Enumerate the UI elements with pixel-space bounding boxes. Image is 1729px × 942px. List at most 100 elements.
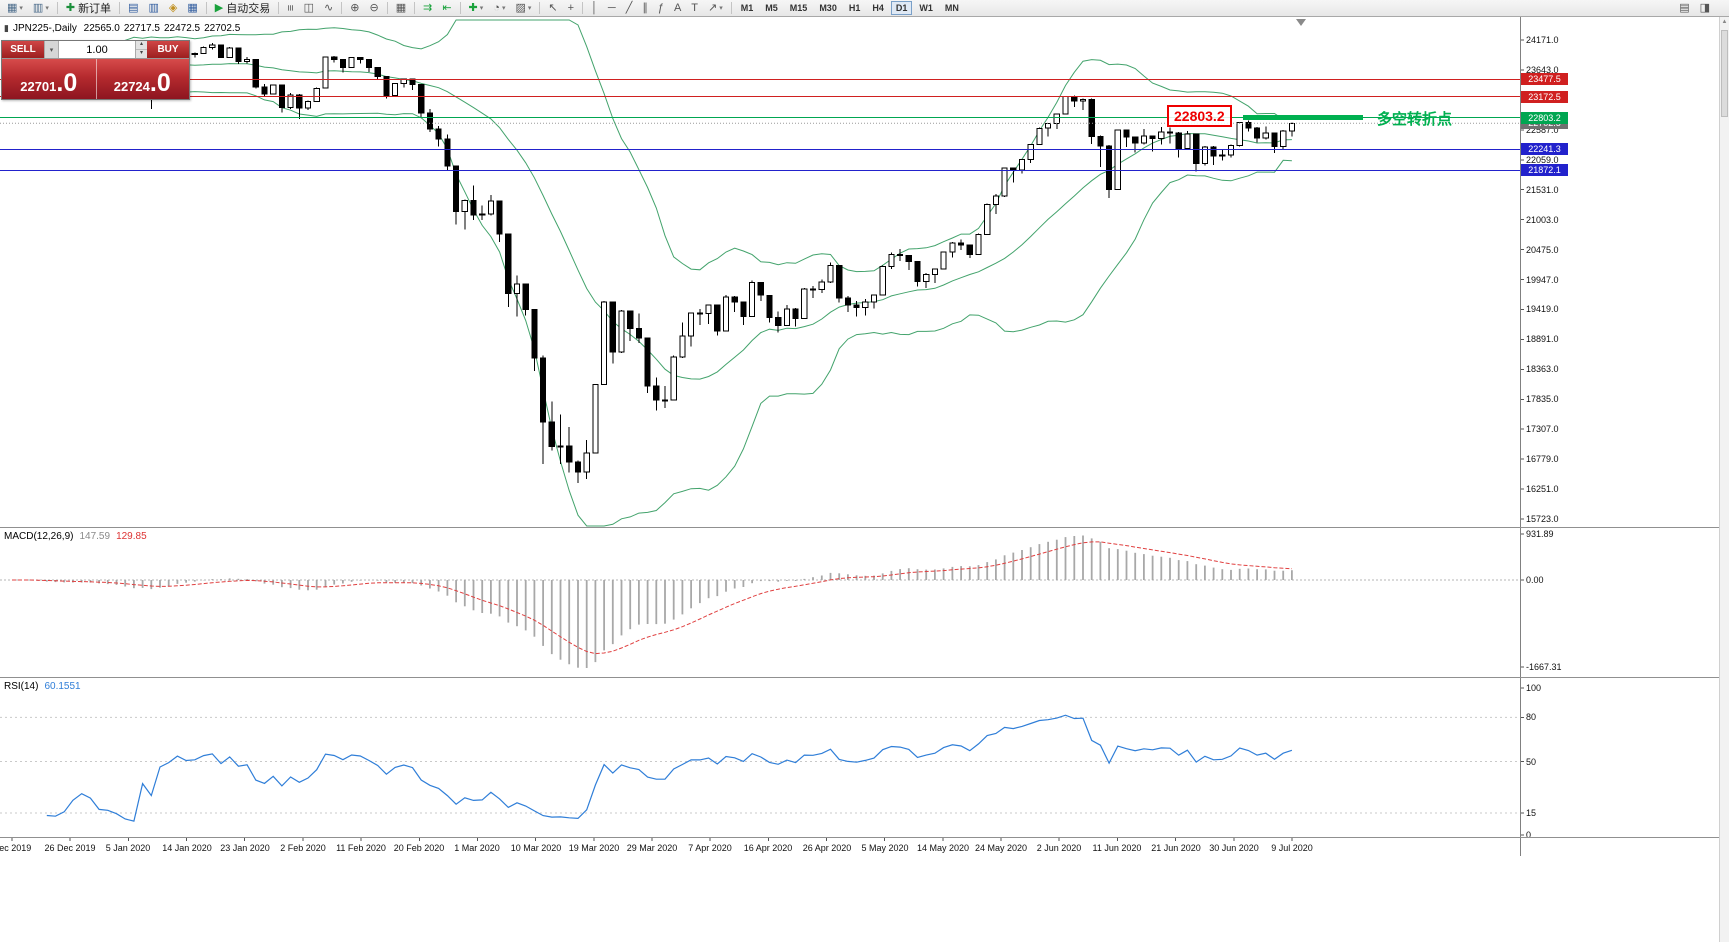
candle: [696, 312, 703, 315]
rsi-panel-separator[interactable]: [0, 677, 1721, 678]
scroll-up-arrow[interactable]: ▲: [1721, 19, 1728, 25]
price-annotation-box[interactable]: 22803.2: [1167, 105, 1232, 127]
vertical-scrollbar[interactable]: ▲: [1719, 17, 1729, 942]
toolbar-separator: [386, 2, 388, 14]
zoom-in-button[interactable]: ⊕: [346, 0, 363, 17]
turning-point-note[interactable]: 多空转折点: [1377, 111, 1453, 128]
fibonacci-button[interactable]: ƒ: [654, 0, 668, 17]
terminal-button[interactable]: ▦: [183, 0, 201, 17]
auto-scroll-button[interactable]: ⇉: [419, 0, 436, 17]
candle: [357, 57, 364, 60]
cursor-button[interactable]: ↖: [544, 0, 561, 17]
timeframe-h1-button[interactable]: H1: [848, 3, 861, 13]
timeframe-m15-button[interactable]: M15: [789, 3, 808, 13]
candlestick-chart-button[interactable]: ◫: [300, 0, 318, 17]
autotrading-icon: ▶: [214, 2, 224, 14]
timeframe-m30-button[interactable]: M30: [819, 3, 837, 13]
docking-icon: ◨: [1699, 2, 1710, 14]
vertical-line-button[interactable]: │: [587, 0, 602, 17]
print-icon: ▤: [1679, 2, 1690, 14]
candle: [409, 78, 416, 85]
candle: [1001, 167, 1008, 197]
trade-controls-row: SELL ▾ ▴ ▾ BUY: [2, 41, 189, 59]
candle: [1166, 131, 1174, 134]
scrollbar-thumb[interactable]: [1721, 30, 1728, 117]
buy-price-head: 22724: [113, 79, 150, 94]
candle: [862, 301, 869, 309]
buy-button[interactable]: BUY: [147, 41, 189, 58]
tile-windows-button[interactable]: ▦: [392, 0, 410, 17]
indicators-button[interactable]: ✚ ▾: [465, 0, 488, 17]
one-click-trading-panel: SELL ▾ ▴ ▾ BUY 22701.0 22724.0: [1, 40, 190, 100]
turning-point-line[interactable]: [1243, 115, 1363, 120]
templates-button[interactable]: ▨ ▾: [511, 0, 535, 17]
channel-button[interactable]: ∥: [638, 0, 652, 17]
navigator-button[interactable]: ◈: [165, 0, 181, 17]
candle: [635, 327, 642, 339]
periods-button[interactable]: ◔ ▾: [489, 0, 509, 17]
data-window-button[interactable]: ▥: [144, 0, 162, 17]
candle: [1227, 145, 1235, 156]
crosshair-button[interactable]: +: [564, 0, 578, 17]
chart-shift-icon: ⇤: [442, 2, 452, 14]
autotrading-button[interactable]: ▶ 自动交易: [211, 0, 274, 17]
candle: [818, 281, 825, 291]
candle: [217, 44, 225, 58]
text-button[interactable]: A: [670, 0, 685, 17]
candle: [714, 304, 721, 332]
line-chart-button[interactable]: ∿: [320, 0, 337, 17]
timeframe-h4-button[interactable]: H4: [872, 3, 884, 13]
profiles-button[interactable]: ▥ ▾: [29, 0, 53, 17]
horizontal-line-button[interactable]: ─: [604, 0, 620, 17]
text-icon: A: [673, 2, 682, 14]
chart-title: ▮ JPN225-,Daily 22565.0 22717.5 22472.5 2270…: [4, 23, 244, 34]
bar-chart-button[interactable]: ≡: [283, 0, 297, 17]
candle: [557, 445, 564, 448]
macd-panel-separator[interactable]: [0, 527, 1721, 528]
candle: [1245, 122, 1252, 129]
candle: [209, 44, 216, 48]
toolbar-right-groups: ▤ ◨: [1674, 0, 1727, 16]
sell-button[interactable]: SELL: [2, 41, 44, 58]
market-watch-icon: ▤: [128, 2, 139, 14]
arrows-button[interactable]: ↗ ▾: [704, 0, 727, 17]
candle: [1193, 133, 1200, 164]
toolbar-separator: [730, 2, 732, 14]
timeframe-m1-button[interactable]: M1: [740, 3, 754, 13]
print-button[interactable]: ▤: [1675, 0, 1693, 17]
timeframe-w1-button[interactable]: W1: [919, 3, 933, 13]
chart-shift-button[interactable]: ⇤: [438, 0, 455, 17]
timeframe-d1-button[interactable]: D1: [890, 1, 913, 15]
candle: [435, 128, 442, 140]
symbol-timeframe: JPN225-,Daily: [12, 23, 77, 34]
timeframe-mn-button[interactable]: MN: [944, 3, 959, 13]
toolbar-separator: [119, 2, 121, 14]
trendline-button[interactable]: ╱: [622, 0, 637, 17]
volume-dropdown-caret[interactable]: ▾: [44, 41, 59, 58]
chart-shift-marker: [1296, 19, 1306, 26]
sell-price-button[interactable]: 22701.0: [2, 59, 96, 99]
timeframe-m5-button[interactable]: M5: [765, 3, 778, 13]
candle: [679, 335, 686, 358]
volume-input[interactable]: [59, 41, 135, 58]
candle: [1114, 129, 1121, 191]
docking-button[interactable]: ◨: [1696, 0, 1714, 17]
date-axis[interactable]: [0, 838, 1520, 856]
candle: [1053, 113, 1060, 125]
label-button[interactable]: T: [687, 0, 702, 17]
candle: [487, 200, 494, 215]
caret-down-icon: ▾: [501, 5, 506, 12]
toolbar-left-groups: ▦ ▾ ▥ ▾ ✚ 新订单 ▤ ▥ ◈ ▦ ▶ 自动交易 ≡ ◫ ∿ ⊕ ⊖ ▦ ⇉ ⇤ ✚ ▾ ◔ ▾ ▨ ▾ ↖ + │ ─ ╱ ∥ ƒ A T…: [2, 0, 728, 16]
zoom-out-button[interactable]: ⊖: [365, 0, 382, 17]
price-axis[interactable]: [1520, 17, 1720, 837]
candle: [992, 195, 999, 205]
candle: [270, 84, 277, 95]
new-chart-button[interactable]: ▦ ▾: [3, 0, 27, 17]
volume-increase-button[interactable]: ▴: [136, 41, 147, 50]
new-order-button[interactable]: ✚ 新订单: [62, 0, 115, 17]
buy-price-button[interactable]: 22724.0: [95, 59, 189, 99]
volume-decrease-button[interactable]: ▾: [139, 50, 143, 56]
market-watch-button[interactable]: ▤: [124, 0, 142, 17]
toolbar-separator: [278, 2, 280, 14]
